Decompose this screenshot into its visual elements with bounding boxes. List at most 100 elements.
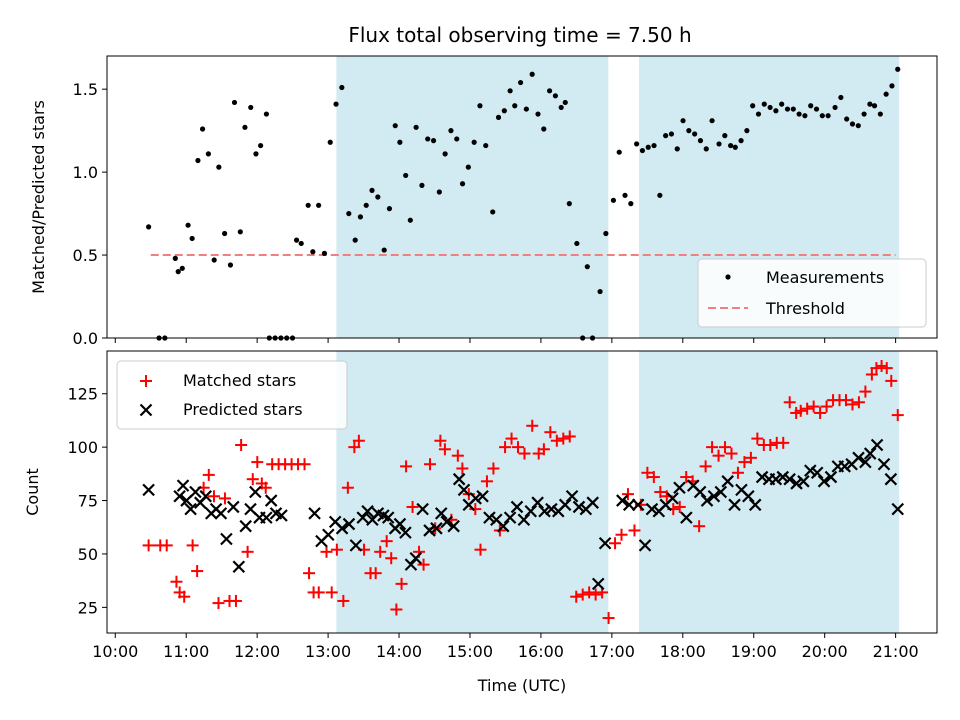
- measurement-point: [790, 106, 796, 112]
- matched-star-point: [880, 362, 893, 375]
- cross-b: [776, 470, 790, 484]
- predicted-star-point: [469, 492, 482, 505]
- measurement-point: [622, 192, 628, 198]
- measurement-point: [552, 93, 558, 99]
- cross-b: [891, 502, 905, 516]
- cross-b: [622, 498, 636, 512]
- measurement-point: [333, 101, 339, 107]
- matched-star-point: [744, 451, 757, 464]
- predicted-star-point: [870, 438, 884, 452]
- count-points: [142, 359, 905, 625]
- y-tick-label: 125: [67, 385, 98, 404]
- measurement-point: [861, 111, 867, 117]
- predicted-star-point: [666, 492, 679, 505]
- matched-star-point: [719, 441, 732, 454]
- predicted-star-point: [404, 558, 418, 571]
- measurement-point: [253, 151, 259, 157]
- matched-star-point: [870, 362, 883, 375]
- measurement-point: [477, 103, 483, 109]
- cross-b: [693, 485, 707, 499]
- matched-star-point: [647, 471, 660, 484]
- measurement-point: [436, 189, 442, 195]
- matched-star-point: [570, 590, 583, 603]
- measurement-point: [796, 111, 802, 117]
- cross-b: [264, 494, 278, 507]
- matched-star-point: [875, 359, 888, 372]
- matched-star-point: [699, 460, 712, 473]
- cross-b: [189, 485, 202, 499]
- measurement-point: [146, 224, 152, 230]
- predicted-star-point: [748, 498, 762, 512]
- predicted-star-point: [416, 502, 429, 516]
- measurement-point: [321, 250, 328, 256]
- matched-star-point: [544, 426, 557, 439]
- predicted-star-point: [399, 526, 412, 539]
- measurement-point: [883, 91, 889, 97]
- predicted-star-point: [335, 522, 349, 535]
- matched-star-point: [374, 545, 387, 558]
- predicted-star-point: [264, 494, 278, 507]
- measurement-point: [175, 269, 181, 275]
- matched-star-point: [609, 537, 622, 550]
- cross-b: [714, 485, 728, 499]
- cross-b: [308, 507, 321, 520]
- measurement-point: [419, 182, 425, 188]
- x-tick-label: 10:00: [92, 642, 138, 661]
- predicted-star-point: [220, 532, 233, 546]
- matched-star-point: [424, 458, 437, 471]
- matched-star-point: [738, 456, 751, 469]
- matched-star-point: [451, 449, 464, 462]
- matched-star-point: [621, 488, 634, 501]
- measurement-point: [574, 240, 580, 247]
- predicted-star-point: [356, 511, 370, 524]
- predicted-star-point: [565, 489, 579, 503]
- predicted-star-point: [693, 485, 707, 499]
- counts-x-ticks: 10:00 11:00 12:00 13:00 14:00 15:00 16:00 17:00…: [92, 633, 919, 661]
- matched-star-point: [212, 597, 225, 610]
- matched-star-point: [469, 503, 482, 516]
- matched-star-point: [330, 543, 343, 556]
- cross-b: [586, 496, 600, 509]
- cross-b: [139, 403, 153, 417]
- cross-b: [728, 498, 741, 512]
- ratio-y-ticks: 0.0 0.5 1.0 1.5: [73, 80, 107, 348]
- cross-b: [227, 500, 240, 514]
- predicted-star-point: [524, 504, 538, 518]
- measurement-point: [755, 111, 762, 117]
- matched-star-point: [251, 456, 264, 469]
- matched-star-point: [673, 500, 686, 513]
- cross-b: [790, 477, 803, 490]
- matched-star-point: [186, 539, 199, 552]
- predicted-star-point: [381, 511, 395, 524]
- cross-b: [440, 515, 454, 529]
- x-axis-label: Time (UTC): [477, 676, 566, 695]
- predicted-star-point: [503, 511, 517, 524]
- measurement-point: [529, 71, 535, 77]
- measurement-point: [231, 99, 238, 106]
- observing-window-band: [639, 351, 900, 633]
- matched-star-point: [369, 567, 382, 580]
- matched-star-point: [706, 441, 719, 454]
- measurement-point: [855, 123, 861, 129]
- predicted-star-point: [173, 489, 186, 503]
- x-tick-label: 16:00: [518, 642, 564, 661]
- legend-box: [116, 360, 348, 430]
- matched-star-point: [615, 528, 628, 541]
- measurement-point: [692, 131, 698, 137]
- cross-b: [244, 502, 257, 516]
- measurement-point: [397, 139, 403, 145]
- measurement-point: [172, 255, 178, 261]
- measurement-point: [448, 128, 454, 134]
- cross-b: [700, 494, 714, 507]
- cross-b: [199, 489, 213, 503]
- matched-star-point: [801, 402, 814, 415]
- legend-box: [697, 258, 927, 328]
- cross-b: [490, 513, 503, 527]
- cross-b: [249, 485, 262, 499]
- cross-b: [503, 511, 517, 524]
- matched-star-point: [839, 394, 852, 407]
- cross-b: [416, 502, 429, 516]
- measurement-point: [199, 126, 206, 132]
- ratio-axes-frame: [106, 55, 938, 339]
- predicted-star-point: [742, 489, 755, 503]
